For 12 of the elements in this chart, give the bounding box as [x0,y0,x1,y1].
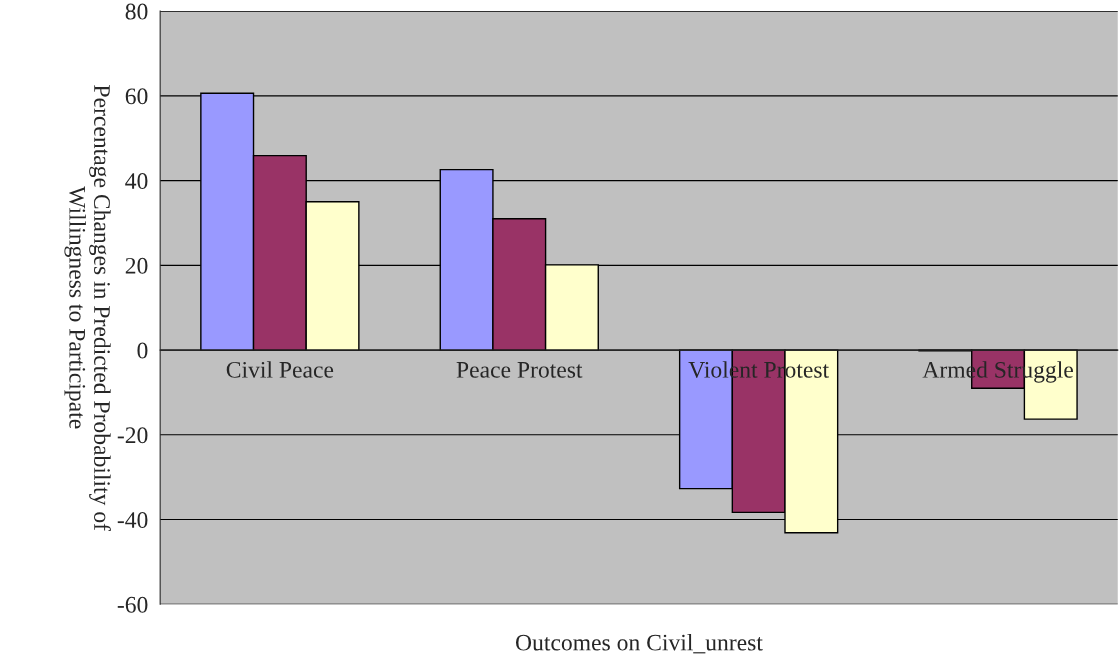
y-tick-label: -60 [117,596,148,613]
y-tick-label: -20 [117,427,148,444]
y-tick-label: 0 [137,342,148,359]
y-tick-label: 60 [125,88,148,105]
y-axis-title: Percentage Changes in Predicted Probability of Willingness to Participate [64,85,111,531]
y-tick-label: 80 [125,3,148,20]
y-tick-label: -40 [117,512,148,528]
y-tick-label: 40 [125,173,148,190]
x-tick-label: Peace Protest [456,362,583,378]
y-tick-label: 20 [125,257,148,274]
x-axis-title: Outcomes on Civil_unrest [515,633,763,654]
x-tick-label: Civil Peace [226,361,334,378]
